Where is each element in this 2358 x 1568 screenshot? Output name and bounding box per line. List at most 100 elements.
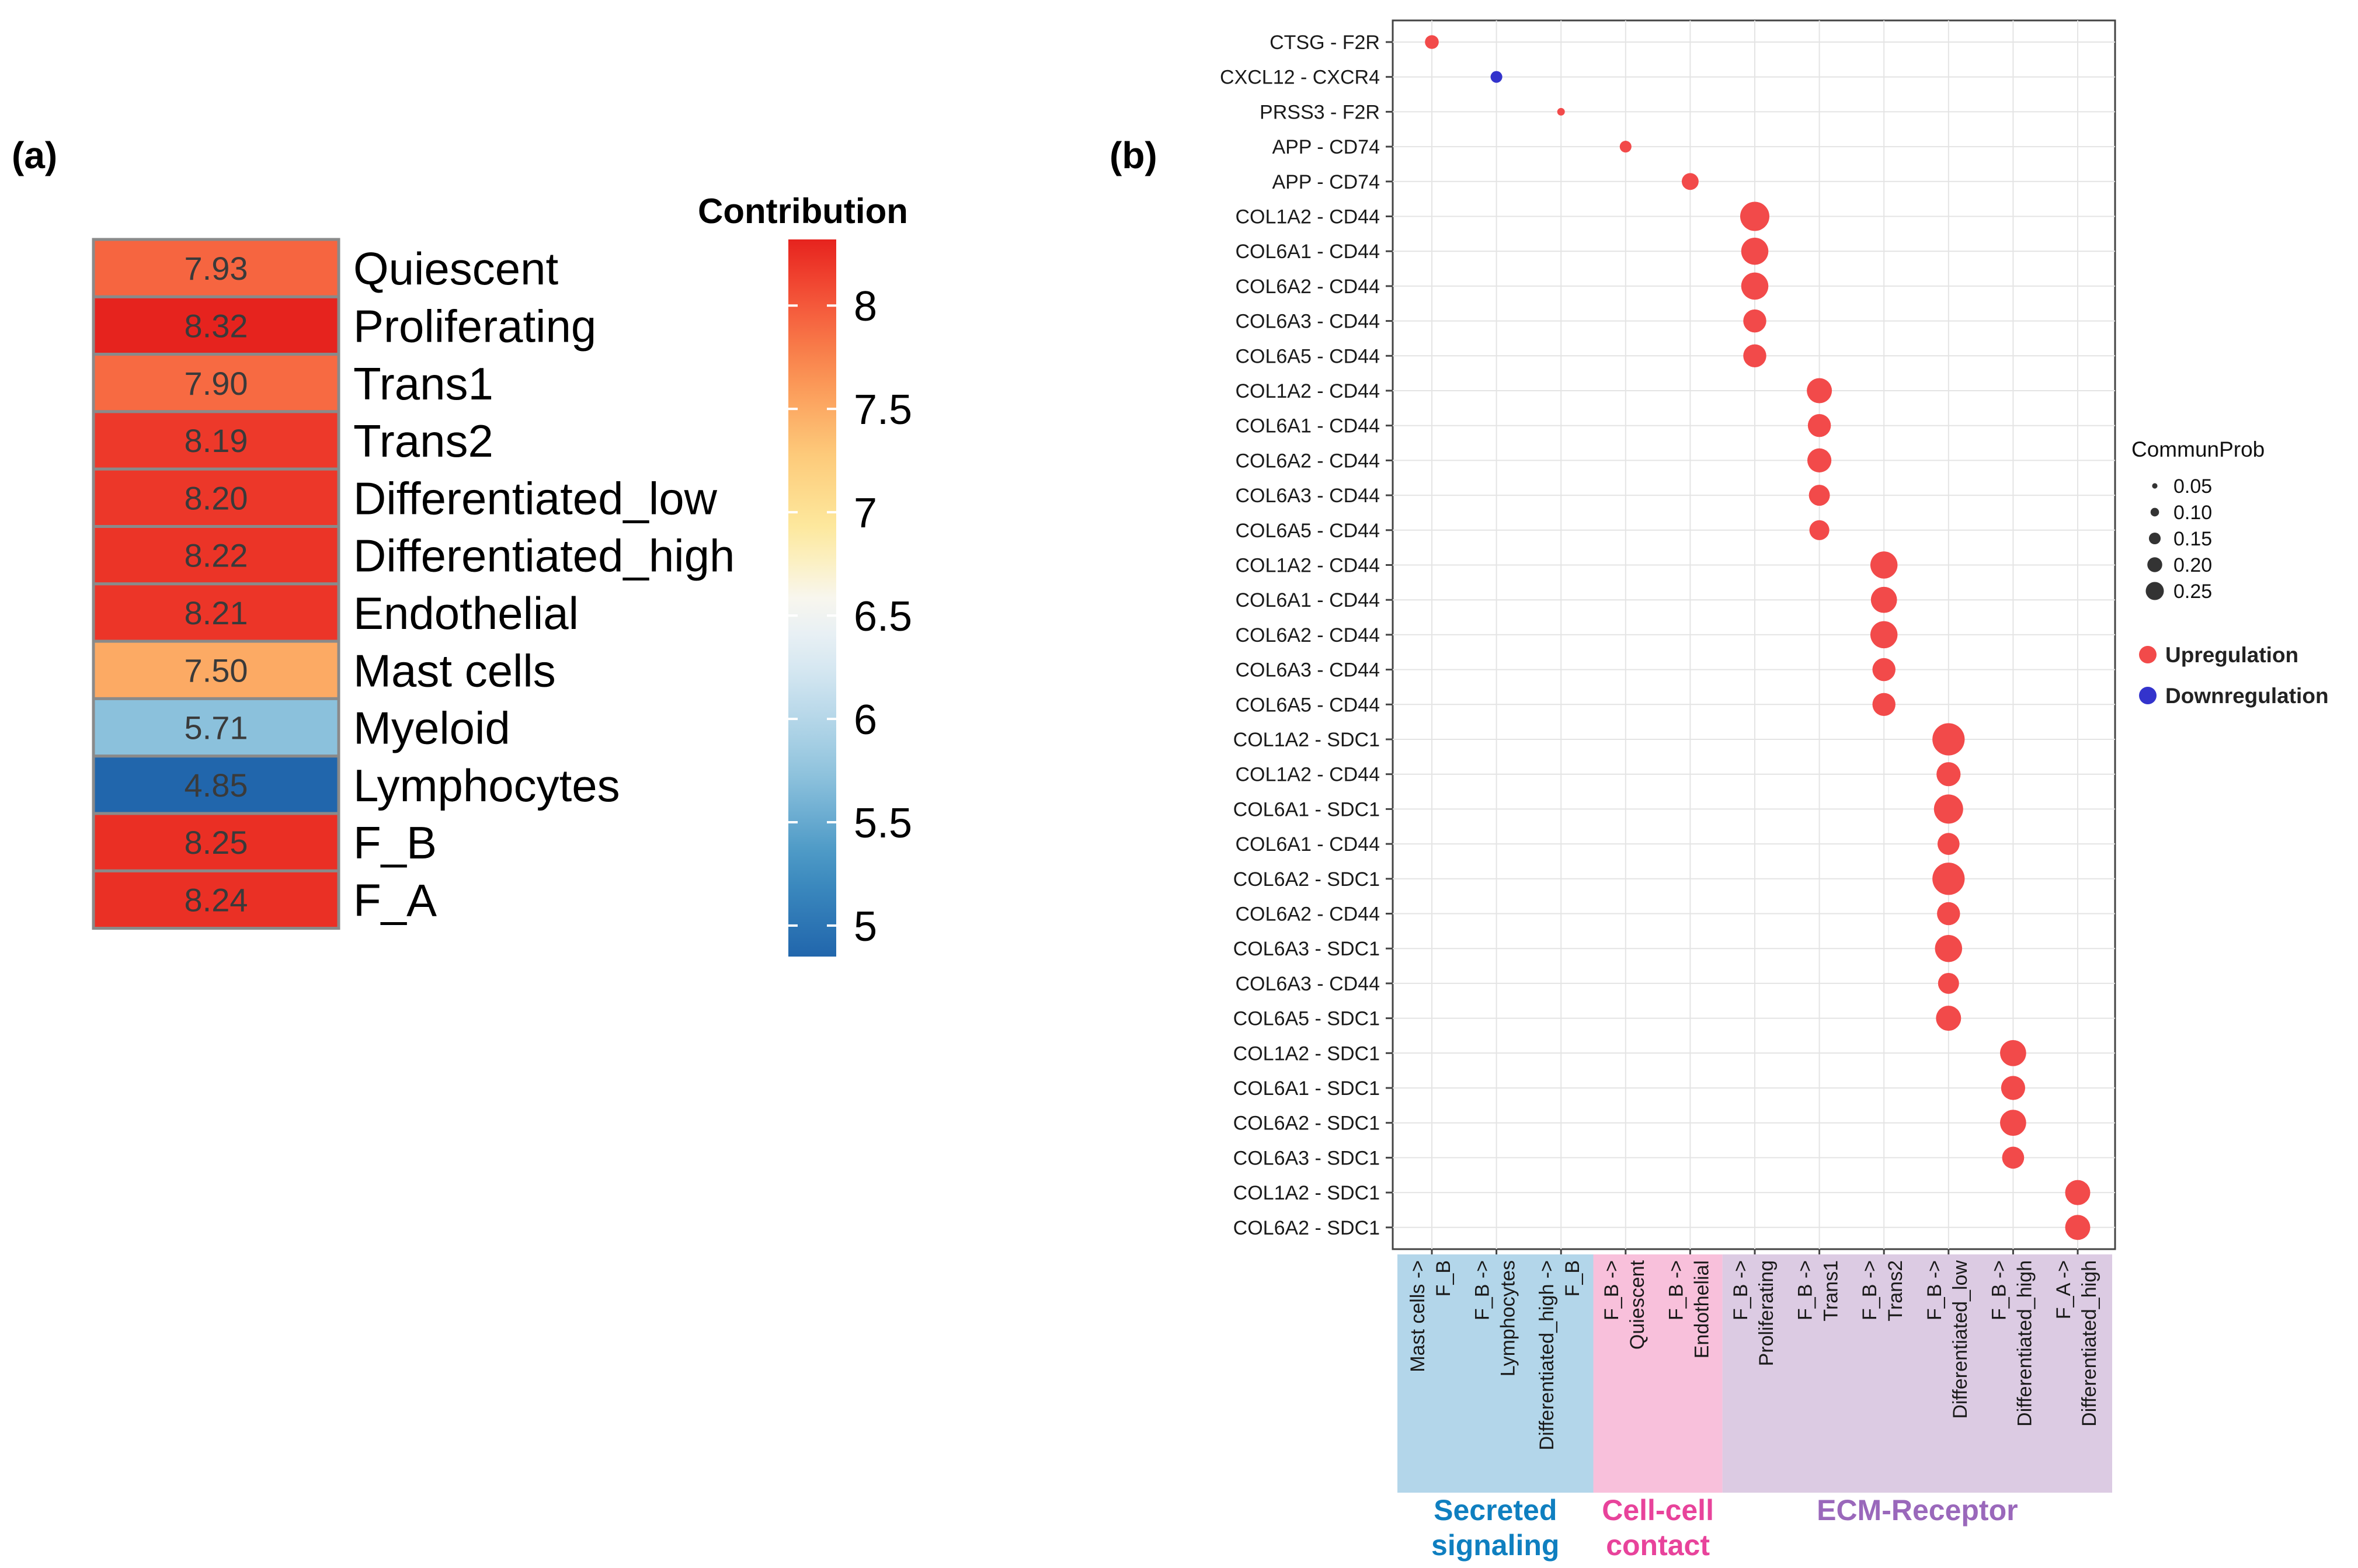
- heatmap-row-label: Myeloid: [353, 703, 510, 754]
- heatmap-row-label: Endothelial: [353, 587, 579, 639]
- y-axis-label: COL6A1 - CD44: [1235, 415, 1380, 437]
- colorbar-tick-label: 6.5: [854, 593, 912, 640]
- dot: [1936, 1006, 1961, 1031]
- heatmap-cell: [92, 238, 340, 298]
- y-axis-label: COL6A3 - CD44: [1235, 659, 1380, 682]
- dot: [1809, 520, 1830, 540]
- y-axis-label: CXCL12 - CXCR4: [1220, 67, 1380, 89]
- size-legend-label: 0.25: [2173, 580, 2212, 603]
- x-axis-label: F_B ->: [1601, 1260, 1623, 1320]
- y-axis-label: COL1A2 - SDC1: [1233, 1182, 1380, 1204]
- y-axis-label: COL6A2 - CD44: [1235, 276, 1380, 298]
- panel-b-dotplot: (b) CTSG - F2R CXCL12 - CXCR4 PRSS3 - F2R A…: [1110, 19, 2329, 1562]
- dot: [2000, 1039, 2026, 1066]
- size-legend-dot: [2145, 582, 2164, 600]
- heatmap-cell-value: 8.19: [185, 422, 248, 459]
- x-axis-label: Proliferating: [1755, 1260, 1778, 1366]
- heatmap-row-label: Trans1: [353, 358, 493, 409]
- colorbar-tick-label: 7.5: [854, 387, 912, 433]
- heatmap-cell: [92, 869, 340, 930]
- dot: [1870, 551, 1898, 579]
- heatmap-row-label: Differentiated_low: [353, 472, 718, 524]
- y-axis-label: COL1A2 - CD44: [1235, 380, 1380, 402]
- x-axis-label: F_B ->: [1730, 1260, 1752, 1320]
- x-axis-label: Lymphocytes: [1497, 1260, 1519, 1376]
- y-axis-label: COL6A2 - SDC1: [1233, 868, 1380, 891]
- dot: [2065, 1180, 2091, 1205]
- contribution-legend-title: Contribution: [698, 192, 908, 231]
- x-group-band: [1593, 1254, 1723, 1493]
- x-axis-label: F_B ->: [1988, 1260, 2010, 1320]
- x-axis-label: Mast cells ->: [1407, 1260, 1429, 1372]
- color-legend-dot: [2139, 687, 2157, 704]
- color-legend-dot: [2139, 646, 2157, 663]
- panel-a-label: (a): [12, 134, 57, 176]
- y-axis-label: CTSG - F2R: [1270, 32, 1380, 54]
- dot: [1743, 344, 1766, 368]
- dot: [2065, 1215, 2091, 1240]
- x-group-label: Cell-cell: [1602, 1494, 1714, 1527]
- heatmap-row-label: F_B: [353, 817, 437, 868]
- heatmap-cell: [92, 812, 340, 872]
- panel-b-label: (b): [1110, 134, 1157, 176]
- y-axis-labels: CTSG - F2R CXCL12 - CXCR4 PRSS3 - F2R APP -…: [1220, 32, 1380, 1239]
- y-axis-label: APP - CD74: [1272, 171, 1380, 193]
- y-axis-label: COL6A5 - CD44: [1235, 694, 1380, 716]
- y-axis-label: COL6A3 - CD44: [1235, 485, 1380, 507]
- x-group-band: [1397, 1254, 1594, 1493]
- heatmap-cell-value: 7.50: [185, 652, 248, 689]
- x-axis-label: F_B ->: [1794, 1260, 1817, 1320]
- x-axis-label: F_B: [1432, 1260, 1455, 1296]
- heatmap-row-label: Lymphocytes: [353, 760, 620, 811]
- size-legend-label: 0.20: [2173, 554, 2212, 576]
- dot: [1740, 201, 1769, 231]
- x-axis-label: Endothelial: [1691, 1260, 1713, 1358]
- size-legend-label: 0.10: [2173, 502, 2212, 524]
- colorbar-tick-label: 6: [854, 697, 877, 743]
- y-axis-label: COL6A3 - SDC1: [1233, 938, 1380, 960]
- heatmap-cell-value: 8.21: [185, 594, 248, 631]
- y-axis-label: COL6A3 - CD44: [1235, 973, 1380, 995]
- y-axis-label: COL6A1 - CD44: [1235, 589, 1380, 611]
- heatmap-cell-value: 8.24: [185, 881, 248, 918]
- panel-a-heatmap: (a) 7.93 Quiescent 8.32 Proliferating 7.90 Tr…: [12, 134, 912, 957]
- dot: [1935, 934, 1963, 962]
- dot: [1872, 693, 1896, 717]
- dot: [1870, 586, 1897, 613]
- size-legend-title: CommunProb: [2131, 437, 2265, 461]
- dot: [1937, 833, 1960, 855]
- y-axis-label: COL6A2 - CD44: [1235, 903, 1380, 926]
- y-axis-label: COL6A2 - SDC1: [1233, 1112, 1380, 1135]
- size-legend-dot: [2148, 532, 2161, 545]
- heatmap-row-label: Quiescent: [353, 243, 559, 294]
- dot: [1933, 794, 1963, 824]
- y-axis-label: APP - CD74: [1272, 136, 1380, 158]
- y-axis-label: COL6A3 - CD44: [1235, 311, 1380, 333]
- x-axis-label: F_B ->: [1472, 1260, 1494, 1320]
- heatmap-cells: 7.93 Quiescent 8.32 Proliferating 7.90 Trans1…: [92, 238, 735, 930]
- heatmap-cell-value: 8.32: [185, 307, 248, 344]
- heatmap-cell: [92, 755, 340, 815]
- x-group-band: [1722, 1254, 2112, 1493]
- color-legend-label: Upregulation: [2165, 643, 2298, 667]
- dot: [1741, 237, 1769, 265]
- y-axis-label: COL6A1 - CD44: [1235, 833, 1380, 856]
- colorbar: [788, 239, 836, 957]
- y-axis-label: COL6A1 - SDC1: [1233, 1077, 1380, 1100]
- y-axis-label: COL6A2 - SDC1: [1233, 1217, 1380, 1239]
- y-axis-label: COL6A2 - CD44: [1235, 450, 1380, 472]
- dot: [1425, 35, 1439, 49]
- y-axis-label: PRSS3 - F2R: [1260, 101, 1380, 123]
- heatmap-cell: [92, 639, 340, 700]
- x-axis-label: Differentiated_low: [1949, 1260, 1971, 1419]
- size-legend-dot: [2152, 483, 2158, 489]
- dot: [2000, 1110, 2026, 1136]
- y-axis-label: COL6A1 - SDC1: [1233, 798, 1380, 820]
- x-group-label: signaling: [1431, 1529, 1559, 1562]
- dot: [1870, 621, 1898, 649]
- heatmap-cell-value: 8.22: [185, 537, 248, 574]
- dot: [1743, 309, 1766, 333]
- y-axis-label: COL6A5 - SDC1: [1233, 1008, 1380, 1030]
- x-group-label: Secreted: [1434, 1494, 1557, 1527]
